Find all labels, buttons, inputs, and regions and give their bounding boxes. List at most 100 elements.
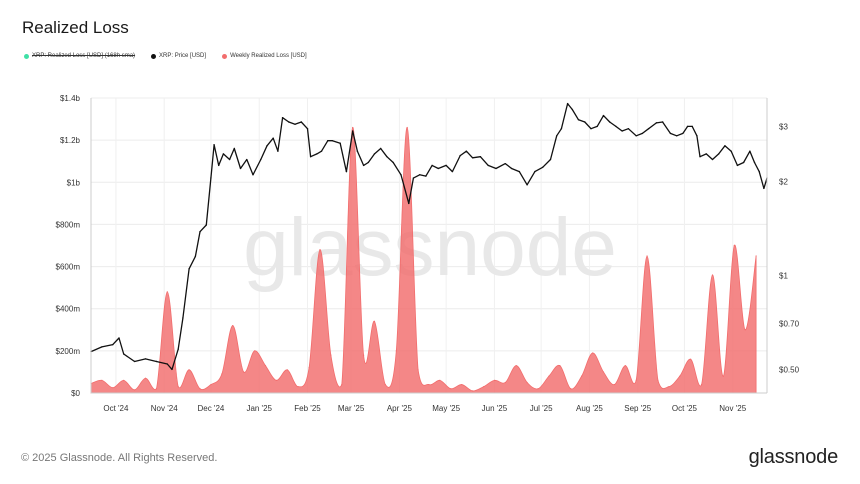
xrp-price-point bbox=[362, 164, 365, 167]
weekly-realized-loss-point bbox=[493, 379, 496, 381]
weekly-realized-loss-point bbox=[428, 383, 430, 386]
weekly-realized-loss-point bbox=[755, 255, 757, 257]
weekly-realized-loss-point bbox=[123, 379, 125, 381]
weekly-realized-loss-point bbox=[482, 386, 485, 388]
watermark: glassnode bbox=[243, 202, 617, 293]
xrp-price-point bbox=[351, 130, 354, 132]
legend-dot-icon bbox=[151, 53, 157, 59]
xrp-price-point bbox=[380, 147, 382, 150]
weekly-realized-loss-point bbox=[624, 365, 626, 367]
xrp-price-point bbox=[584, 121, 586, 123]
weekly-realized-loss-point bbox=[362, 354, 365, 356]
weekly-realized-loss-point bbox=[581, 375, 583, 377]
xrp-price-point bbox=[166, 363, 169, 365]
xrp-price-point bbox=[425, 175, 427, 177]
xrp-price-point bbox=[696, 135, 698, 137]
x-tick-label: Nov '25 bbox=[719, 404, 746, 413]
xrp-price-point bbox=[534, 170, 536, 173]
y-left-tick-label: $800m bbox=[56, 220, 81, 229]
xrp-price-point bbox=[682, 132, 684, 135]
weekly-realized-loss-point bbox=[744, 329, 746, 331]
xrp-price-point bbox=[309, 155, 312, 158]
xrp-price-point bbox=[205, 224, 207, 226]
xrp-price-point bbox=[294, 123, 296, 125]
xrp-price-point bbox=[412, 177, 415, 179]
chart-plot-area[interactable]: glassnode $0 $200m $400m $600m $800m $1b $1.2b… bbox=[0, 0, 860, 440]
weekly-realized-loss-point bbox=[591, 352, 594, 354]
xrp-price-point bbox=[266, 145, 268, 147]
xrp-price-point bbox=[386, 155, 388, 158]
xrp-price-point bbox=[686, 125, 689, 128]
weekly-realized-loss-point bbox=[537, 388, 539, 390]
xrp-price-point bbox=[320, 150, 323, 152]
xrp-price-point bbox=[101, 346, 103, 348]
xrp-price-point bbox=[647, 128, 650, 130]
x-tick-label: Mar '25 bbox=[338, 404, 365, 413]
weekly-realized-loss-point bbox=[134, 389, 136, 391]
xrp-price-point bbox=[281, 116, 284, 119]
axes: $0 $200m $400m $600m $800m $1b $1.2b $1.4b Oct '… bbox=[56, 94, 800, 413]
legend-item-weekly-realized-loss[interactable]: Weekly Realized Loss [USD] bbox=[222, 53, 307, 59]
series-layer bbox=[90, 102, 768, 394]
x-tick-label: Nov '24 bbox=[151, 404, 178, 413]
xrp-price-point bbox=[252, 174, 254, 176]
xrp-price-point bbox=[675, 135, 678, 137]
xrp-price-point bbox=[123, 353, 125, 355]
xrp-price-point bbox=[418, 174, 421, 176]
x-tick-label: Jul '25 bbox=[530, 404, 553, 413]
weekly-realized-loss-point bbox=[253, 350, 256, 352]
xrp-price-point bbox=[210, 177, 212, 179]
xrp-price-point bbox=[749, 150, 751, 152]
xrp-price-point bbox=[288, 121, 290, 123]
y-right-tick-label: $0.70 bbox=[779, 320, 800, 329]
glassnode-logo[interactable]: glassnode bbox=[748, 446, 839, 468]
weekly-realized-loss-point bbox=[319, 249, 321, 251]
xrp-price-point bbox=[471, 157, 474, 159]
xrp-price-point bbox=[730, 150, 732, 152]
xrp-price-point bbox=[177, 348, 179, 350]
xrp-price-point bbox=[400, 174, 402, 176]
weekly-realized-loss-point bbox=[101, 379, 103, 381]
xrp-price-point bbox=[300, 121, 302, 123]
weekly-realized-loss-point bbox=[112, 387, 114, 389]
xrp-price-point bbox=[641, 132, 644, 135]
xrp-price-point bbox=[260, 158, 262, 161]
legend-item-realized-loss-sma[interactable]: XRP: Realized Loss [USD] (168h sma) bbox=[24, 53, 135, 59]
weekly-realized-loss-point bbox=[700, 383, 703, 386]
x-tick-label: Oct '24 bbox=[103, 404, 129, 413]
weekly-realized-loss-point bbox=[472, 390, 474, 392]
xrp-price-point bbox=[504, 162, 507, 165]
y-right-tick-label: $2 bbox=[779, 177, 788, 186]
x-tick-label: Feb '25 bbox=[294, 404, 321, 413]
xrp-price-point bbox=[718, 153, 720, 155]
legend-item-xrp-price[interactable]: XRP: Price [USD] bbox=[151, 53, 206, 59]
x-tick-label: Oct '25 bbox=[672, 404, 698, 413]
xrp-price-point bbox=[188, 268, 190, 270]
xrp-price-point bbox=[518, 170, 521, 173]
weekly-realized-loss-point bbox=[657, 379, 659, 381]
weekly-realized-loss-point bbox=[341, 383, 343, 386]
weekly-realized-loss-point bbox=[679, 375, 681, 377]
xrp-price-point bbox=[246, 158, 248, 161]
xrp-price-point bbox=[590, 128, 592, 130]
weekly-realized-loss-point bbox=[515, 365, 517, 367]
chart-title: Realized Loss bbox=[22, 18, 129, 37]
weekly-realized-loss-point bbox=[570, 388, 572, 390]
xrp-price-point bbox=[560, 128, 563, 130]
y-right-tick-label: $1 bbox=[779, 271, 788, 280]
weekly-realized-loss-point bbox=[177, 386, 179, 388]
y-left-tick-label: $0 bbox=[71, 389, 80, 398]
weekly-realized-loss-point bbox=[439, 379, 441, 381]
xrp-price-point bbox=[171, 368, 173, 371]
xrp-price-point bbox=[699, 155, 701, 158]
xrp-price-point bbox=[635, 135, 637, 137]
copyright-text: © 2025 Glassnode. All Rights Reserved. bbox=[21, 452, 218, 464]
xrp-price-point bbox=[345, 170, 348, 173]
xrp-price-point bbox=[331, 140, 334, 142]
xrp-price-point bbox=[691, 125, 693, 128]
weekly-realized-loss-point bbox=[461, 383, 463, 386]
weekly-realized-loss-point bbox=[297, 386, 299, 388]
xrp-price-line bbox=[90, 102, 768, 371]
xrp-price-point bbox=[194, 255, 197, 258]
weekly-realized-loss-point bbox=[221, 373, 223, 375]
